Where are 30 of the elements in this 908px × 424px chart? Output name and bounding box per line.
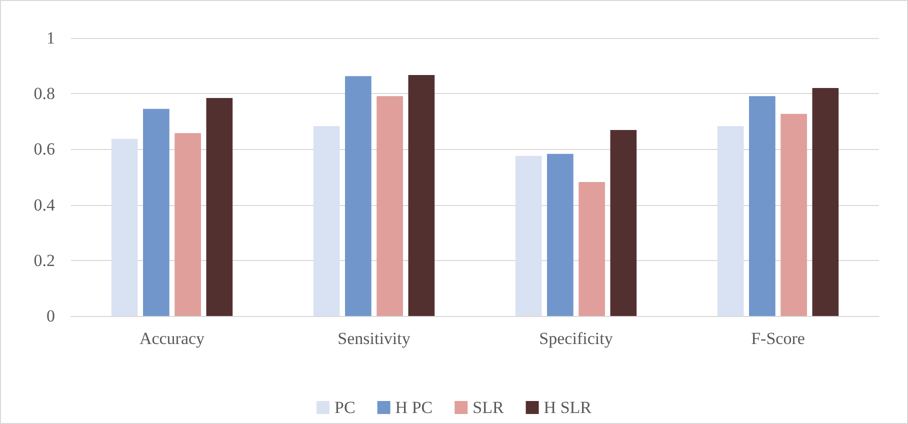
bar <box>547 154 574 316</box>
x-tick-label: Specificity <box>539 329 614 348</box>
legend-label: SLR <box>472 398 504 417</box>
bar <box>578 182 605 316</box>
x-tick-label: Sensitivity <box>338 329 411 348</box>
bar <box>111 138 138 316</box>
legend-label: PC <box>334 398 356 417</box>
y-tick-label: 0.2 <box>34 250 55 270</box>
bar <box>206 98 233 316</box>
bar <box>812 88 839 316</box>
legend-label: H SLR <box>544 398 592 417</box>
y-tick-label: 0 <box>46 306 55 326</box>
y-tick-label: 0.4 <box>34 195 56 214</box>
bar <box>717 126 744 316</box>
y-tick-label: 1 <box>46 28 55 48</box>
bar <box>780 114 807 316</box>
bar <box>345 76 372 316</box>
bar <box>515 156 542 316</box>
bar <box>143 108 170 316</box>
x-tick-label: Accuracy <box>139 329 206 348</box>
bar <box>313 126 340 316</box>
bar <box>610 130 637 316</box>
legend-label: H PC <box>395 398 433 417</box>
bar <box>408 74 435 316</box>
y-tick-label: 0.8 <box>34 84 55 104</box>
bar <box>174 133 201 316</box>
y-tick-label: 0.6 <box>34 140 55 159</box>
bar <box>376 96 403 316</box>
x-tick-label: F-Score <box>751 329 805 348</box>
bar <box>749 96 776 316</box>
